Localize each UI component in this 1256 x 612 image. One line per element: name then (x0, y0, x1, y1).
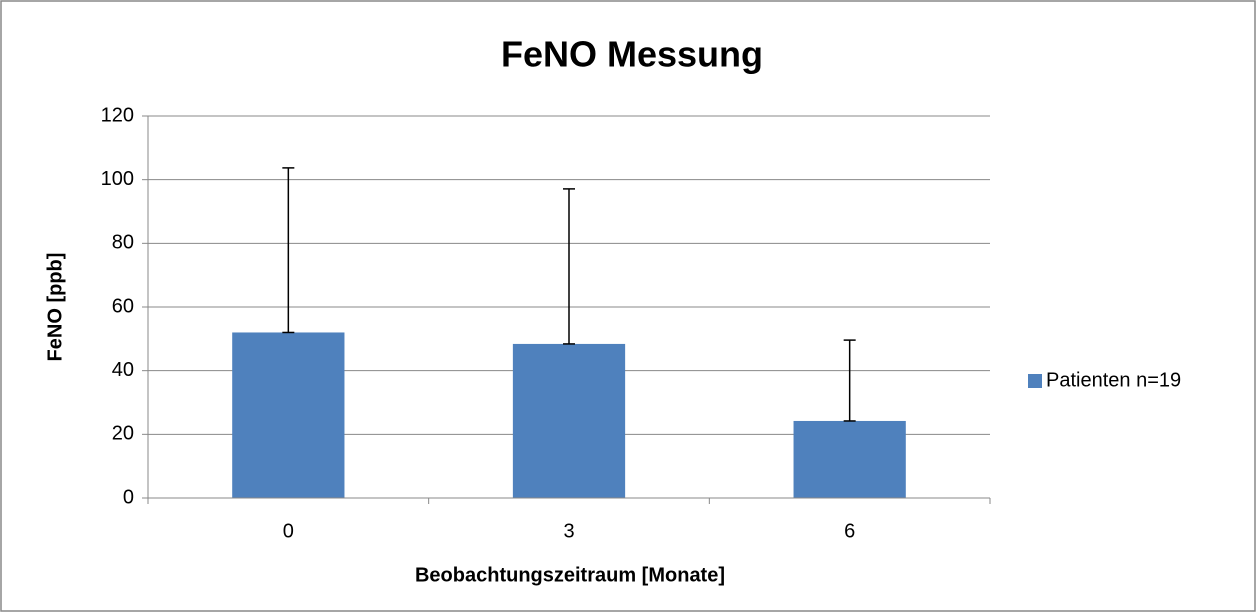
error-bar (843, 339, 856, 422)
y-tick-label: 100 (101, 168, 134, 190)
y-tick-label: 0 (123, 486, 134, 508)
y-axis-label: FeNO [ppb] (44, 253, 66, 362)
error-bar (282, 167, 295, 334)
x-tick-label: 3 (563, 520, 574, 542)
y-tick-label: 20 (112, 423, 134, 445)
x-axis-label: Beobachtungszeitraum [Monate] (415, 564, 725, 586)
legend-swatch (1028, 374, 1042, 388)
bar (232, 332, 345, 498)
x-tick-label: 6 (844, 520, 855, 542)
y-tick-label: 120 (101, 104, 134, 126)
y-tick-label: 40 (112, 359, 134, 381)
bar (512, 343, 626, 498)
legend-label: Patienten n=19 (1046, 369, 1181, 391)
error-bar (563, 188, 575, 345)
chart-title: FeNO Messung (501, 34, 763, 75)
x-tick-label: 0 (283, 520, 294, 542)
y-tick-label: 60 (112, 295, 134, 317)
y-tick-label: 80 (112, 232, 134, 254)
bar (793, 420, 906, 498)
